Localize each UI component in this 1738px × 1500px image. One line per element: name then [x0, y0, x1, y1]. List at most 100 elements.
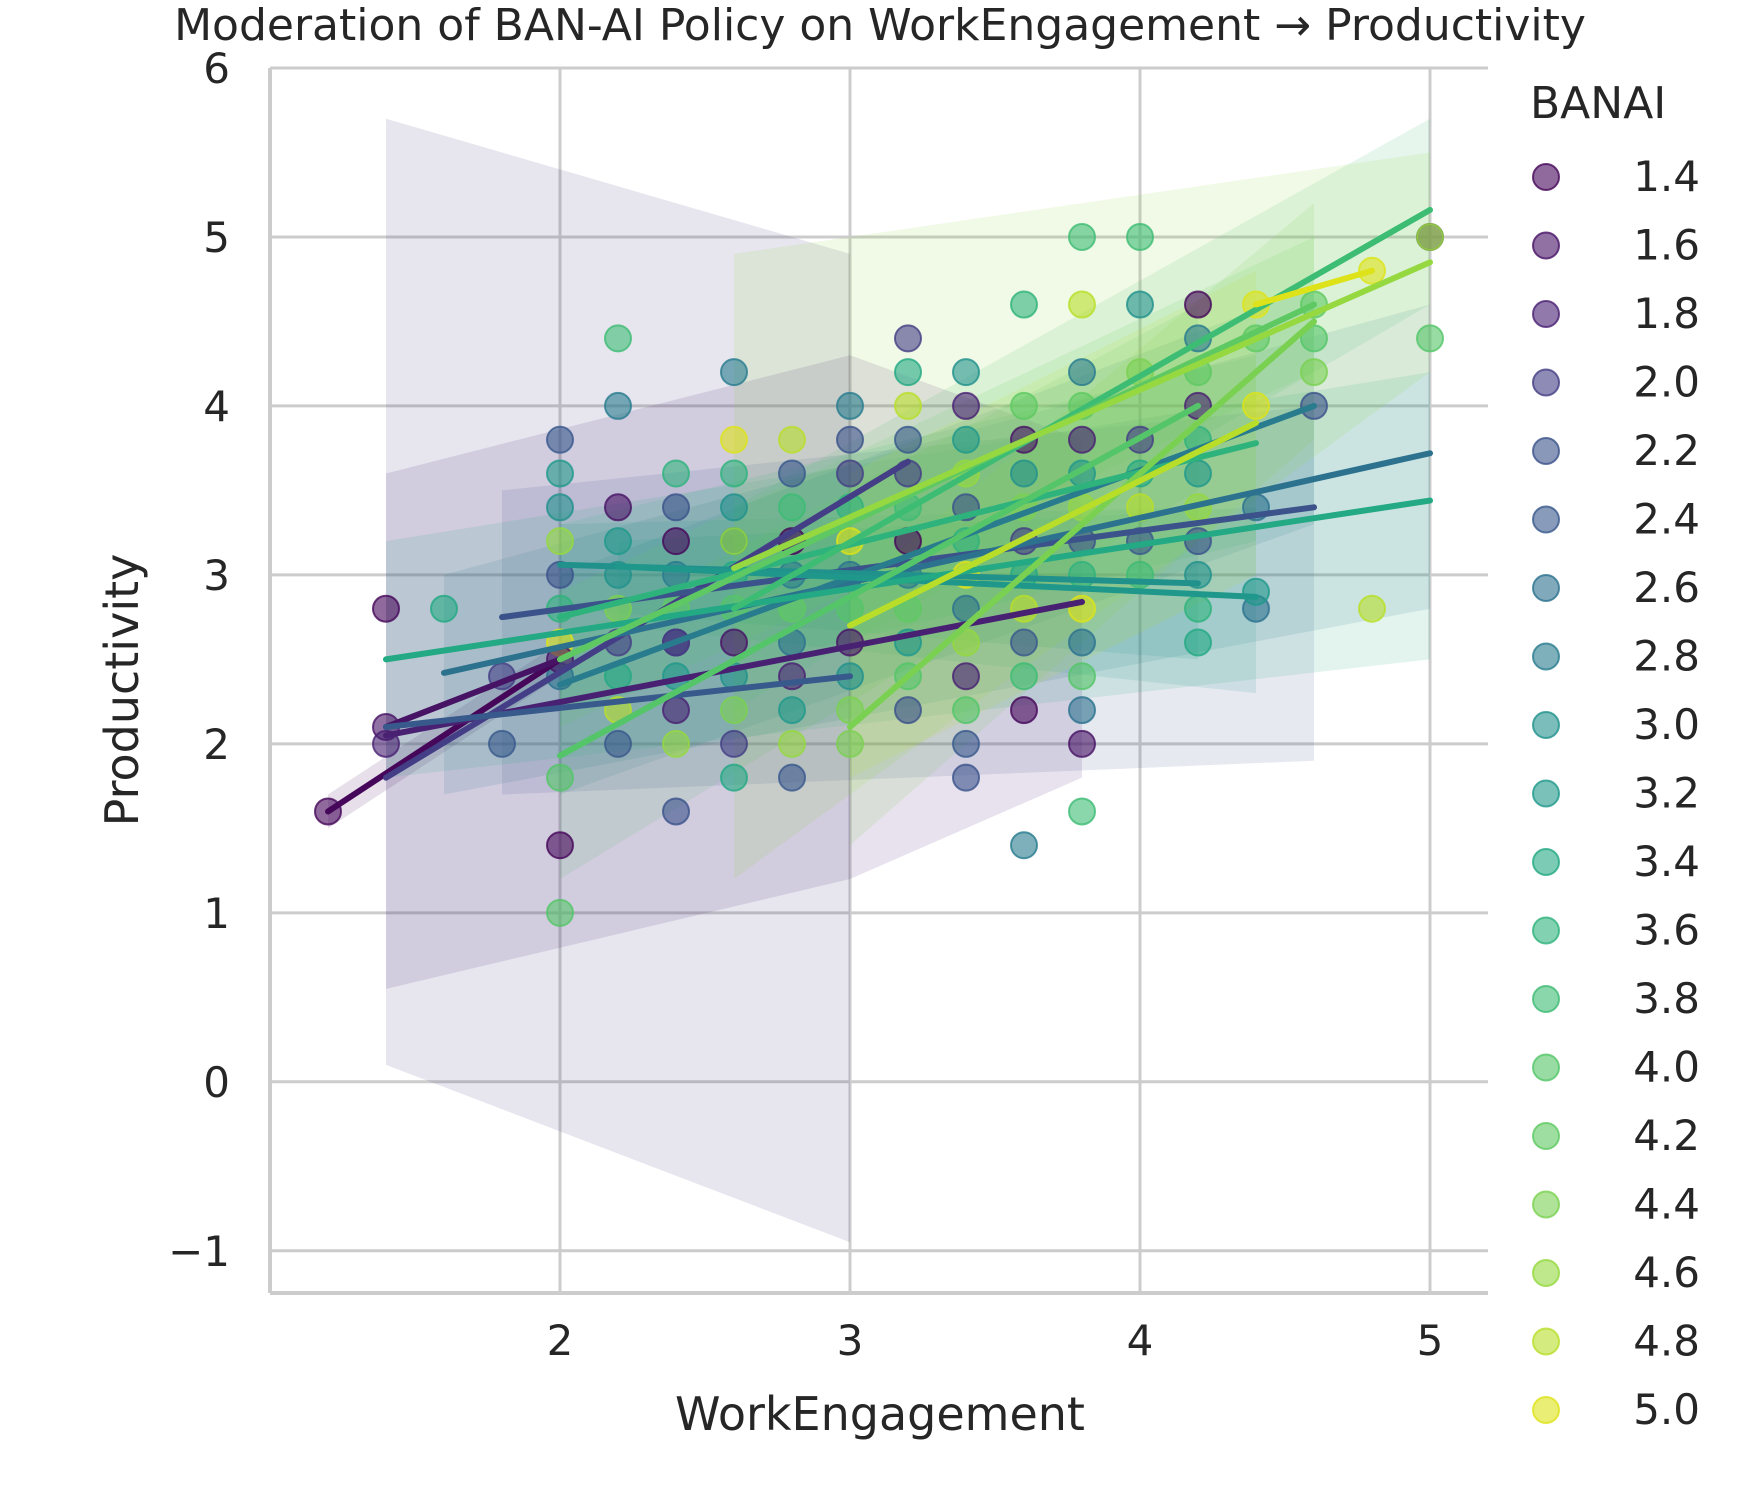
data-point-4.6: [721, 528, 747, 554]
legend-label-2.0: 2.0: [1633, 358, 1700, 407]
data-point: [605, 731, 631, 757]
legend-marker-1.4: [1533, 164, 1559, 190]
data-point: [779, 697, 805, 723]
x-tick-labels: 2 3 4 5: [547, 1316, 1444, 1365]
data-point: [605, 494, 631, 520]
data-point-3.0: [953, 359, 979, 385]
data-point-2.2: [953, 765, 979, 791]
data-point: [1185, 461, 1211, 487]
data-point: [1069, 731, 1095, 757]
data-point: [953, 393, 979, 419]
data-point-3.6: [1011, 292, 1037, 318]
data-point-2.2: [895, 697, 921, 723]
data-point: [721, 697, 747, 723]
x-tick-label: 3: [837, 1316, 864, 1365]
data-point-2.4: [953, 731, 979, 757]
data-point: [779, 494, 805, 520]
data-point-1.4: [547, 832, 573, 858]
legend-title: BANAI: [1530, 78, 1666, 129]
data-point: [895, 427, 921, 453]
data-point: [1069, 663, 1095, 689]
legend-label-3.2: 3.2: [1633, 769, 1700, 818]
legend-marker-5.0: [1533, 1397, 1559, 1423]
data-point: [1011, 629, 1037, 655]
data-point-3.6: [721, 461, 747, 487]
data-point: [663, 731, 689, 757]
legend-label-1.6: 1.6: [1633, 221, 1700, 270]
legend-label-1.4: 1.4: [1633, 152, 1700, 201]
data-point: [1011, 461, 1037, 487]
data-point-1.8: [953, 663, 979, 689]
data-point-3.2: [605, 528, 631, 554]
legend-label-4.4: 4.4: [1633, 1180, 1700, 1229]
x-tick-label: 4: [1127, 1316, 1154, 1365]
data-point-2.8: [837, 393, 863, 419]
data-point-3.0: [721, 494, 747, 520]
legend-marker-3.4: [1533, 849, 1559, 875]
data-point: [1127, 292, 1153, 318]
data-point: [547, 528, 573, 554]
data-point: [663, 528, 689, 554]
legend-marker-2.2: [1533, 438, 1559, 464]
data-point-1.8: [663, 697, 689, 723]
legend-marker-4.4: [1533, 1192, 1559, 1218]
data-point: [1069, 562, 1095, 588]
data-point-4.4: [837, 731, 863, 757]
legend-marker-2.4: [1533, 507, 1559, 533]
y-tick-label: 5: [203, 213, 230, 262]
data-point-2.8: [1011, 832, 1037, 858]
data-point: [1011, 697, 1037, 723]
data-point-1.4: [373, 596, 399, 622]
chart-title: Moderation of BAN-AI Policy on WorkEngag…: [174, 0, 1586, 51]
data-point-3.0: [547, 494, 573, 520]
data-point-2.4: [547, 427, 573, 453]
data-point-4.8: [1359, 596, 1385, 622]
data-point-3.8: [1069, 224, 1095, 250]
y-tick-label: 1: [203, 889, 230, 938]
y-tick-label: 3: [203, 551, 230, 600]
data-point: [721, 427, 747, 453]
data-point: [1185, 292, 1211, 318]
data-point: [721, 731, 747, 757]
legend-marker-3.0: [1533, 712, 1559, 738]
legend-label-2.4: 2.4: [1633, 495, 1700, 544]
legend-label-2.6: 2.6: [1633, 563, 1700, 612]
legend-marker-4.8: [1533, 1329, 1559, 1355]
legend-label-4.8: 4.8: [1633, 1317, 1700, 1366]
y-tick-label: −1: [168, 1227, 230, 1276]
y-tick-label: 4: [203, 382, 230, 431]
data-point: [1069, 359, 1095, 385]
legend-marker-2.8: [1533, 644, 1559, 670]
data-point-2.4: [489, 731, 515, 757]
data-point-4.2: [1011, 393, 1037, 419]
data-point-4.0: [1417, 325, 1443, 351]
legend-marker-4.2: [1533, 1123, 1559, 1149]
data-point: [953, 697, 979, 723]
x-axis-label: WorkEngagement: [675, 1387, 1085, 1441]
data-point-2.6: [1069, 697, 1095, 723]
legend-marker-4.6: [1533, 1260, 1559, 1286]
data-point: [895, 393, 921, 419]
legend-label-3.6: 3.6: [1633, 906, 1700, 955]
data-point-2.8: [721, 359, 747, 385]
legend-marker-1.8: [1533, 301, 1559, 327]
data-point: [895, 325, 921, 351]
data-point: [779, 427, 805, 453]
data-point-3.8: [1069, 798, 1095, 824]
data-point-2.8: [605, 393, 631, 419]
legend-label-1.8: 1.8: [1633, 289, 1700, 338]
data-point: [1243, 393, 1269, 419]
data-point: [663, 798, 689, 824]
y-tick-label: 6: [203, 44, 230, 93]
legend-label-2.8: 2.8: [1633, 632, 1700, 681]
data-point-2.0: [837, 461, 863, 487]
x-tick-label: 2: [547, 1316, 574, 1365]
data-point: [1069, 629, 1095, 655]
data-point: [1011, 663, 1037, 689]
legend-marker-2.6: [1533, 575, 1559, 601]
x-tick-label: 5: [1417, 1316, 1444, 1365]
legend-marker-1.6: [1533, 233, 1559, 259]
legend-label-2.2: 2.2: [1633, 426, 1700, 475]
data-point-4.4: [1301, 359, 1327, 385]
